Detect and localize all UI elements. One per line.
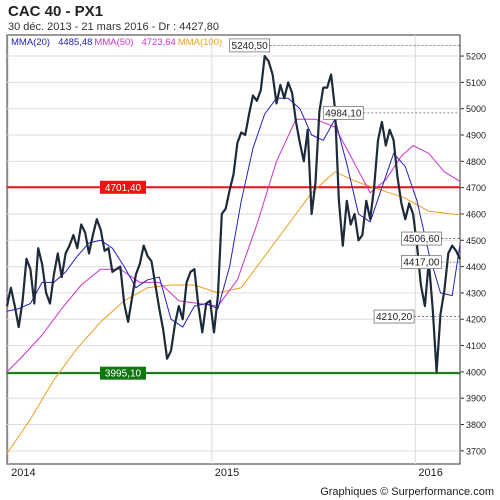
annotation-text: 4506,60	[403, 234, 440, 245]
y-tick-label: 4400	[466, 262, 486, 272]
level-label: 3995,10	[100, 366, 146, 380]
level-label-bg	[100, 366, 146, 380]
chart-title: CAC 40 - PX1	[8, 3, 104, 20]
annotation-box	[401, 231, 442, 246]
annotation-text: 4210,20	[376, 312, 413, 323]
y-tick-label: 4700	[466, 183, 486, 193]
legend-value: 4723,64	[141, 37, 175, 48]
price-line	[5, 55, 461, 373]
y-axis: 3700 3800 3900 4000 4100 4200 4300 4400 4500 4600…	[460, 52, 486, 456]
annotation-box	[401, 255, 442, 270]
level-label-bg	[100, 180, 146, 194]
level-label-text: 4701,40	[105, 183, 142, 194]
legend-value: 4485,48	[58, 37, 92, 48]
annotation-label: 5240,50	[229, 38, 270, 53]
annotation-box	[373, 309, 415, 324]
x-tick-label: 2014	[11, 467, 35, 479]
chart-subtitle: 30 déc. 2013 - 21 mars 2016 - Dr : 4427,…	[8, 21, 219, 33]
x-tick-label: 2015	[215, 467, 239, 479]
footer-credit: Graphiques © Surperformance.com	[320, 486, 494, 498]
annotation-box	[229, 38, 270, 53]
y-tick-label: 4100	[466, 341, 486, 351]
annotation-label: 4210,20	[373, 309, 415, 324]
annotation-label: 4506,60	[401, 231, 442, 246]
y-tick-label: 5100	[466, 78, 486, 88]
y-tick-label: 5000	[466, 104, 486, 114]
level-label-text: 3995,10	[105, 369, 142, 380]
y-tick-label: 4300	[466, 288, 486, 298]
y-tick-label: 3800	[466, 420, 486, 430]
x-tick-label: 2016	[418, 467, 442, 479]
moving-average-line	[6, 118, 461, 373]
level-label: 4701,40	[100, 180, 146, 194]
moving-average-line	[6, 97, 461, 328]
y-tick-label: 4900	[466, 131, 486, 141]
series	[5, 55, 461, 454]
annotation-text: 5240,50	[232, 41, 269, 52]
moving-average-line	[6, 171, 461, 454]
legend-label: MMA(50)	[94, 37, 133, 48]
legend-entry: MMA(20) 4485,48	[11, 37, 92, 48]
legend-label: MMA(100)	[178, 37, 222, 48]
annotations: 5240,50 4984,10 4506,60 4417,00 4210,20	[229, 38, 460, 324]
y-tick-label: 5200	[466, 52, 486, 62]
annotation-text: 4984,10	[325, 108, 362, 119]
y-tick-label: 3700	[466, 446, 486, 456]
y-tick-label: 4200	[466, 315, 486, 325]
annotation-label: 4984,10	[322, 105, 364, 120]
annotation-box	[322, 105, 364, 120]
y-tick-label: 4600	[466, 209, 486, 219]
y-tick-label: 4500	[466, 236, 486, 246]
legend-label: MMA(20)	[11, 37, 50, 48]
horizontal-levels: 4701,40 3995,10	[7, 180, 460, 380]
plot-area	[6, 34, 461, 465]
x-axis: 2014 2015 2016	[11, 467, 443, 479]
y-tick-label: 4000	[466, 367, 486, 377]
y-tick-label: 4800	[466, 157, 486, 167]
annotation-label: 4417,00	[401, 255, 442, 270]
y-tick-label: 3900	[466, 394, 486, 404]
legend-entry: MMA(50) 4723,64	[94, 37, 175, 48]
annotation-text: 4417,00	[403, 258, 440, 269]
